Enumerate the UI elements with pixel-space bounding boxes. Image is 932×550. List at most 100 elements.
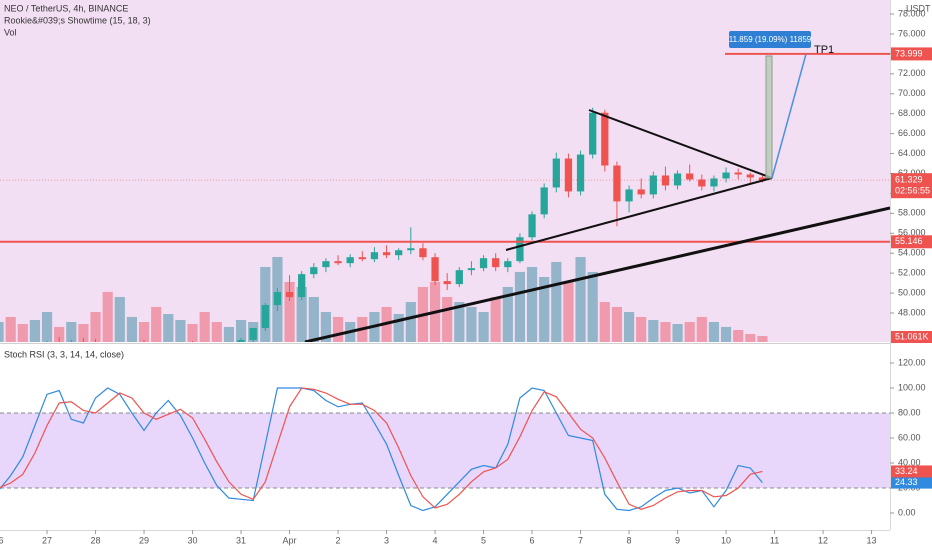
volume-bar <box>599 302 610 342</box>
candle-body <box>67 341 75 342</box>
volume-bar <box>41 312 53 342</box>
time-tick-label: 8 <box>627 535 632 545</box>
candle-body <box>455 270 463 285</box>
price-tick-label: 72.000 <box>898 68 926 78</box>
stoch-line <box>0 387 763 512</box>
candle-body <box>589 112 597 155</box>
volume-bar <box>308 296 319 342</box>
drawings: 11.859 (19.09%) 11859 TP1 <box>304 31 890 342</box>
stoch-tick-label: 60.00 <box>898 432 921 442</box>
price-tick-label: 48.000 <box>898 307 926 317</box>
trend-line <box>304 206 890 342</box>
time-tick-label: Apr <box>283 535 297 545</box>
volume-bar <box>660 322 671 342</box>
time-tick-label: 5 <box>481 535 486 545</box>
volume-bar <box>332 316 344 342</box>
price-pane <box>0 0 890 342</box>
price-tick-label: 76.000 <box>898 28 926 38</box>
price-tick-label: 64.000 <box>898 148 926 158</box>
candle-body <box>686 173 694 180</box>
candle-body <box>467 268 476 271</box>
price-tick-label: 68.000 <box>898 108 926 118</box>
candle-body <box>395 250 403 256</box>
candle-body <box>516 237 524 262</box>
volume-bar <box>320 312 332 342</box>
candle-body <box>225 348 232 354</box>
candle-body <box>722 172 730 179</box>
volume-bar <box>623 312 635 342</box>
volume-tag-bg <box>891 331 932 343</box>
volume-bar <box>575 257 586 342</box>
time-tick-label: 4 <box>433 535 438 545</box>
price-tick-label: 70.000 <box>898 88 926 98</box>
candle-body <box>710 178 718 187</box>
volume-bar <box>114 296 125 342</box>
volume-bar <box>551 261 562 342</box>
candle-body <box>601 112 609 166</box>
candle-body <box>540 187 548 215</box>
candle-body <box>358 257 366 260</box>
stoch-tag-bg <box>891 465 932 478</box>
candle-body <box>528 214 536 238</box>
volume-bar <box>720 326 732 342</box>
volume-bar <box>454 302 465 342</box>
candle-body <box>189 346 196 348</box>
volume-bar <box>296 286 307 342</box>
candle-body <box>504 261 512 268</box>
stoch-tag: 24.33 <box>895 477 918 487</box>
volume-bar <box>442 296 453 342</box>
volume-bar <box>514 271 526 342</box>
price-line-tag: 73.999 <box>895 48 923 58</box>
candle-body <box>273 292 282 306</box>
volume-bar <box>684 322 695 342</box>
price-tick-label: 50.000 <box>898 287 926 297</box>
stoch-tick-label: 100.00 <box>898 382 926 392</box>
volume-bar <box>405 302 416 342</box>
time-tick-label: 10 <box>721 535 731 545</box>
volume-bar <box>0 322 4 342</box>
price-tick-label: 78.000 <box>898 8 926 18</box>
volume-bar <box>90 312 101 342</box>
time-tick-label: 2 <box>336 535 341 545</box>
stoch-tick-label: 40.00 <box>898 457 921 467</box>
measure-label: 11.859 (19.09%) 11859 <box>729 35 812 44</box>
volume-bar <box>490 296 501 342</box>
volume-tag: 51.061K <box>895 331 929 341</box>
candle-body <box>443 281 451 285</box>
time-tick-label: 3 <box>384 535 389 545</box>
stoch-tag: 33.24 <box>895 466 918 476</box>
candle-body <box>298 274 306 298</box>
candle-body <box>673 173 682 186</box>
candle-body <box>310 267 318 275</box>
candle-body <box>140 344 147 346</box>
stoch-band <box>0 413 890 488</box>
volume-bar <box>151 306 162 342</box>
time-tick-label: 11 <box>770 535 779 545</box>
candle-body <box>746 174 754 178</box>
projection-line <box>771 53 807 179</box>
volume-bar <box>648 320 659 342</box>
candle-body <box>177 346 184 350</box>
triangle-lower <box>505 177 773 251</box>
volume-bar <box>696 316 707 342</box>
volume-bar <box>235 320 247 342</box>
volume-bar <box>466 306 477 342</box>
candle-body <box>564 158 573 192</box>
candle-body <box>625 189 633 202</box>
price-tick-label: 62.000 <box>898 168 926 178</box>
candle-body <box>79 341 88 342</box>
volume-bar <box>223 326 235 342</box>
candle-body <box>613 165 621 202</box>
volume-bar <box>478 312 489 342</box>
candle-body <box>734 172 742 175</box>
candle-body <box>637 189 645 195</box>
candle-body <box>213 352 220 354</box>
volume-bar <box>587 271 598 342</box>
volume-bar <box>126 316 138 342</box>
candle-body <box>370 252 379 260</box>
stoch-tick-label: 80.00 <box>898 407 921 417</box>
stoch-tag-bg <box>891 476 932 489</box>
time-tick-label: 29 <box>139 535 149 545</box>
indicator-label: Rookie&#039;s Showtime (15, 18, 3) <box>4 15 151 25</box>
